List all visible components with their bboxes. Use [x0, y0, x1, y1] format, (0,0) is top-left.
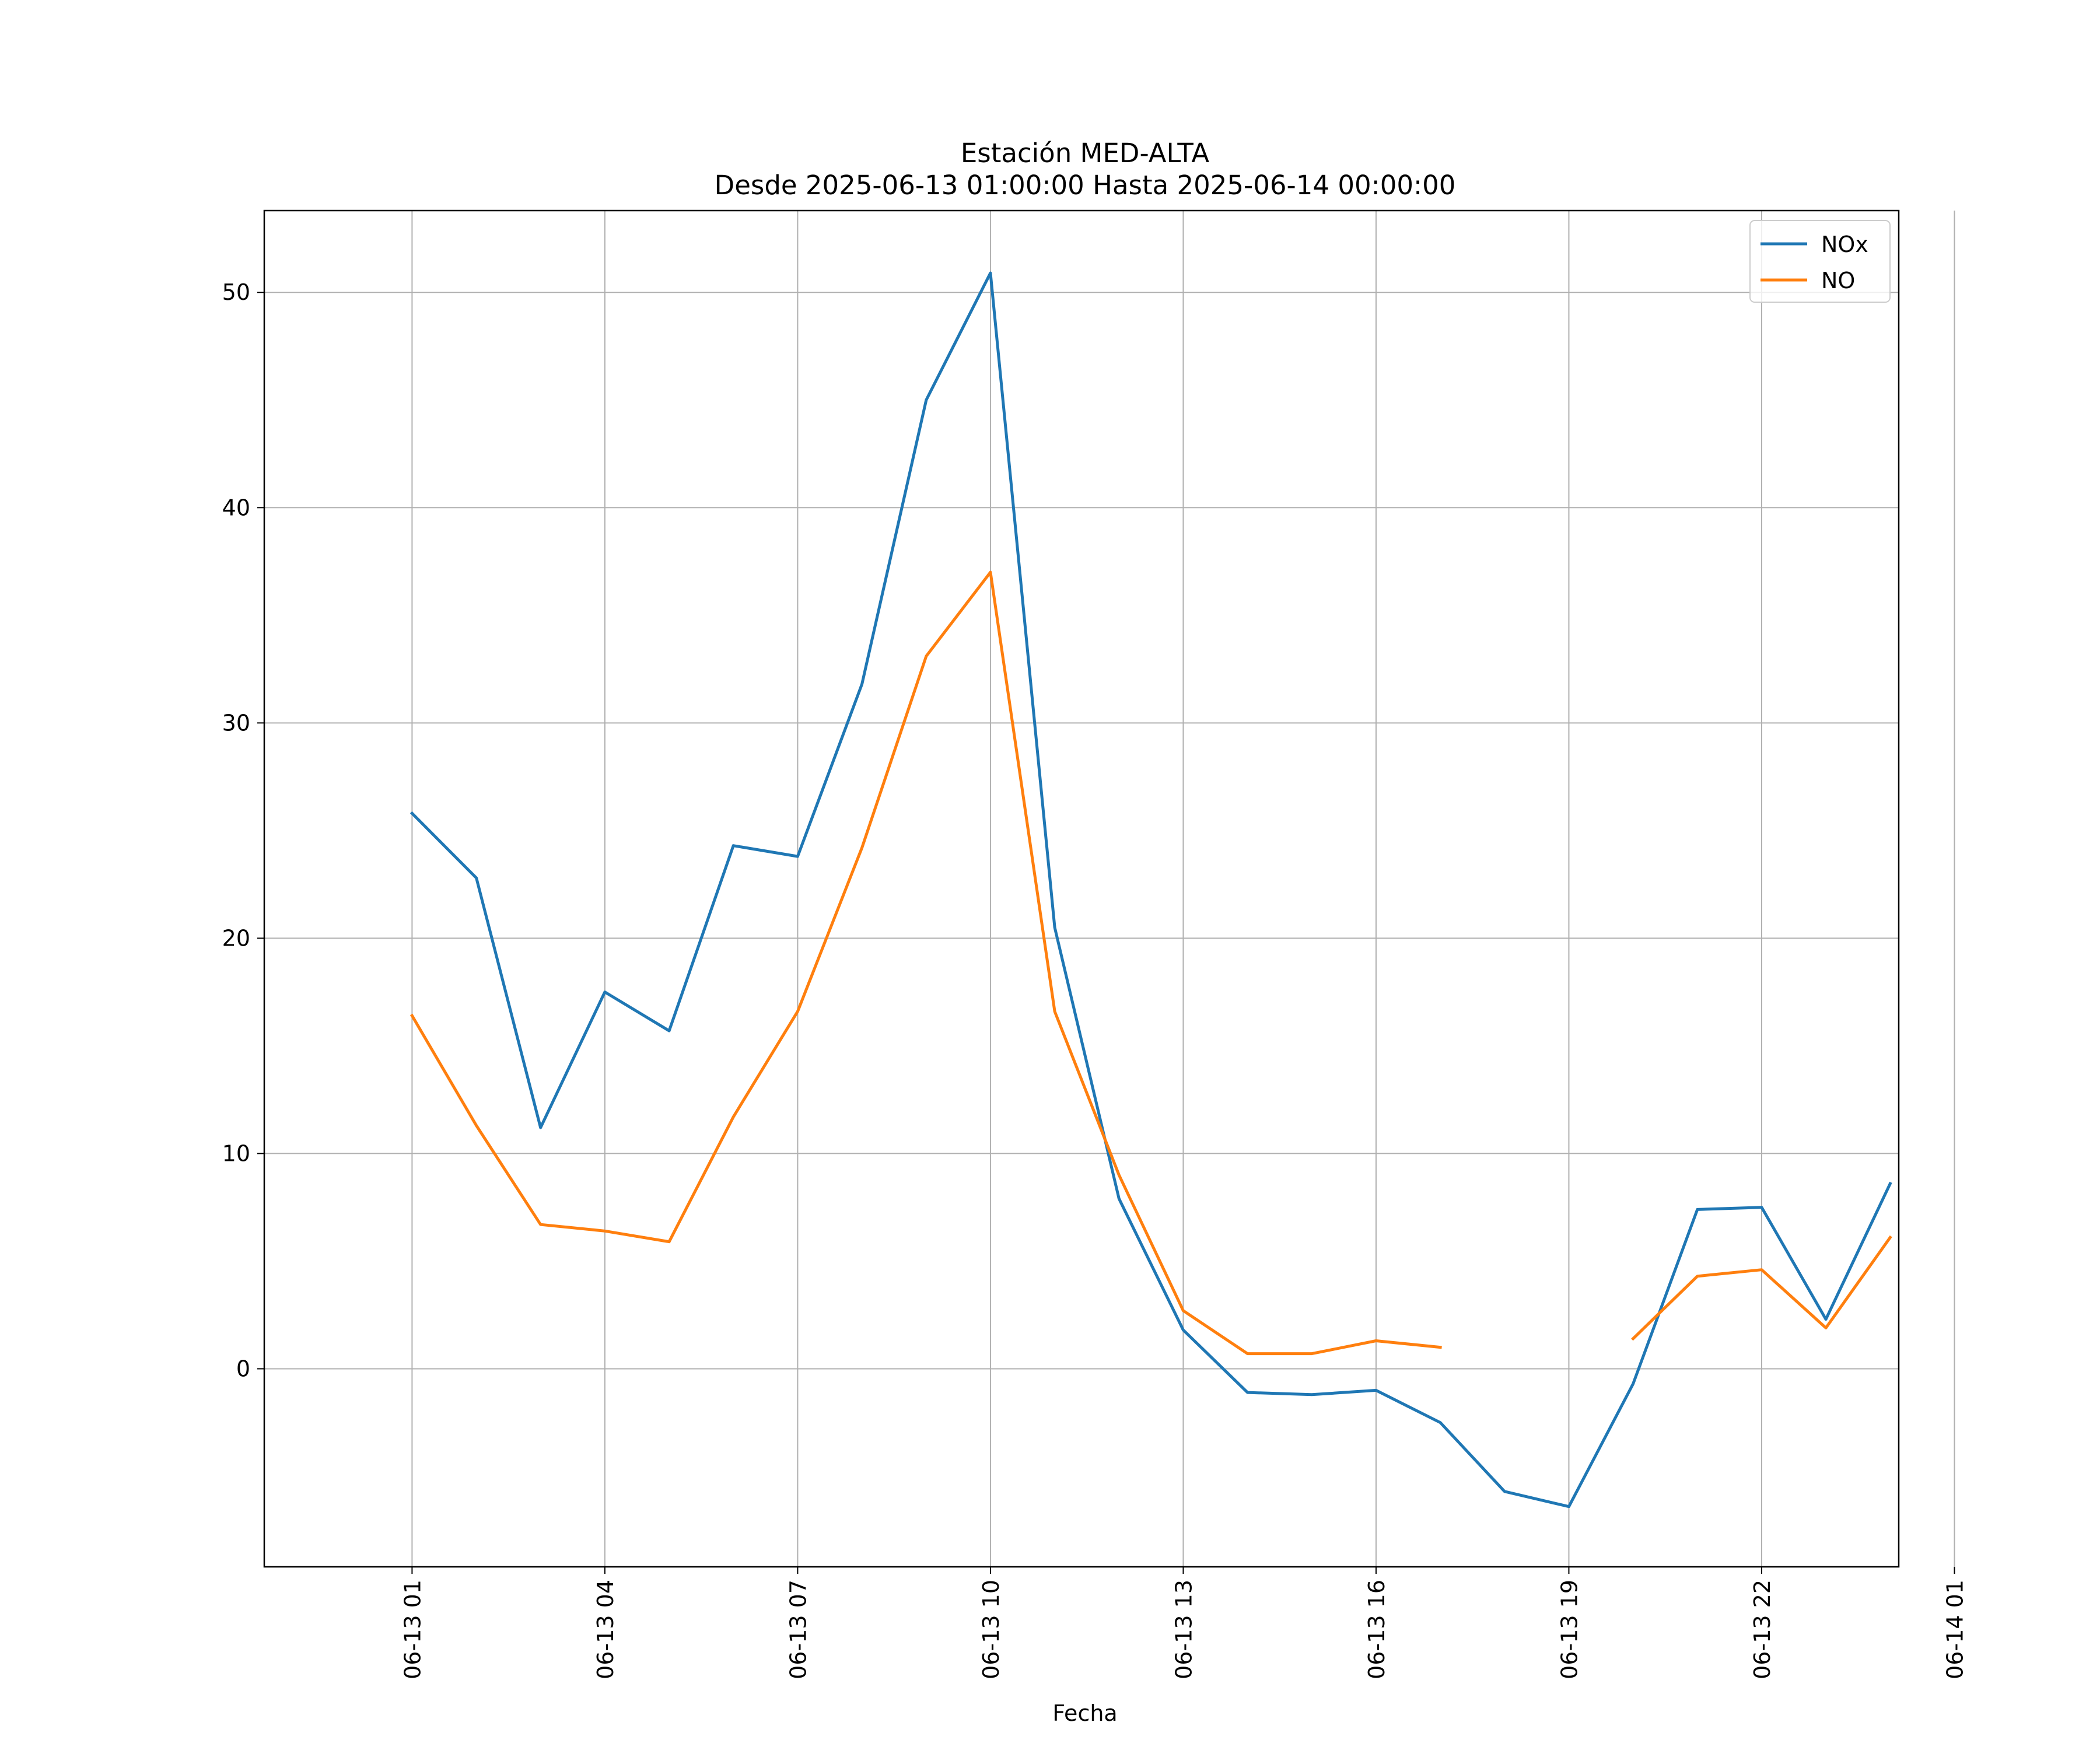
legend-box: [1749, 220, 1891, 303]
plot-frame: [263, 209, 1900, 1568]
axis-ticks: 06-13 01 06-13 04 06-13 07 06-13 10 06-13 13…: [222, 279, 1968, 1679]
legend-label-nox: NOx: [1821, 232, 1868, 257]
y-tick-label: 50: [222, 279, 250, 305]
legend-label-no: NO: [1821, 268, 1855, 293]
chart-subtitle: Desde 2025-06-13 01:00:00 Hasta 2025-06-…: [715, 170, 1456, 201]
x-tick-label: 06-13 01: [400, 1580, 425, 1679]
x-tick-label: 06-13 19: [1556, 1580, 1582, 1679]
chart-title: Estación MED-ALTA: [961, 138, 1210, 169]
legend: NOx NO: [1749, 220, 1891, 303]
x-tick-label: 06-13 10: [978, 1580, 1004, 1679]
plot-lines: [410, 271, 1892, 1508]
x-tick-label: 06-13 22: [1749, 1580, 1775, 1679]
series-line-nox: [410, 271, 1892, 1508]
y-tick-label: 20: [222, 925, 250, 951]
grid: [264, 211, 1955, 1567]
x-tick-label: 06-13 07: [785, 1580, 811, 1679]
x-axis-label: Fecha: [1052, 1700, 1117, 1726]
y-tick-label: 10: [222, 1140, 250, 1166]
x-tick-label: 06-14 01: [1942, 1580, 1968, 1679]
series-line-no: [410, 570, 1442, 1356]
y-tick-label: 40: [222, 495, 250, 520]
y-tick-label: 30: [222, 710, 250, 736]
x-tick-label: 06-13 04: [593, 1580, 618, 1679]
x-tick-label: 06-13 16: [1364, 1580, 1390, 1679]
y-tick-label: 0: [236, 1356, 250, 1381]
x-tick-label: 06-13 13: [1171, 1580, 1196, 1679]
series-line-no: [1631, 1235, 1892, 1341]
